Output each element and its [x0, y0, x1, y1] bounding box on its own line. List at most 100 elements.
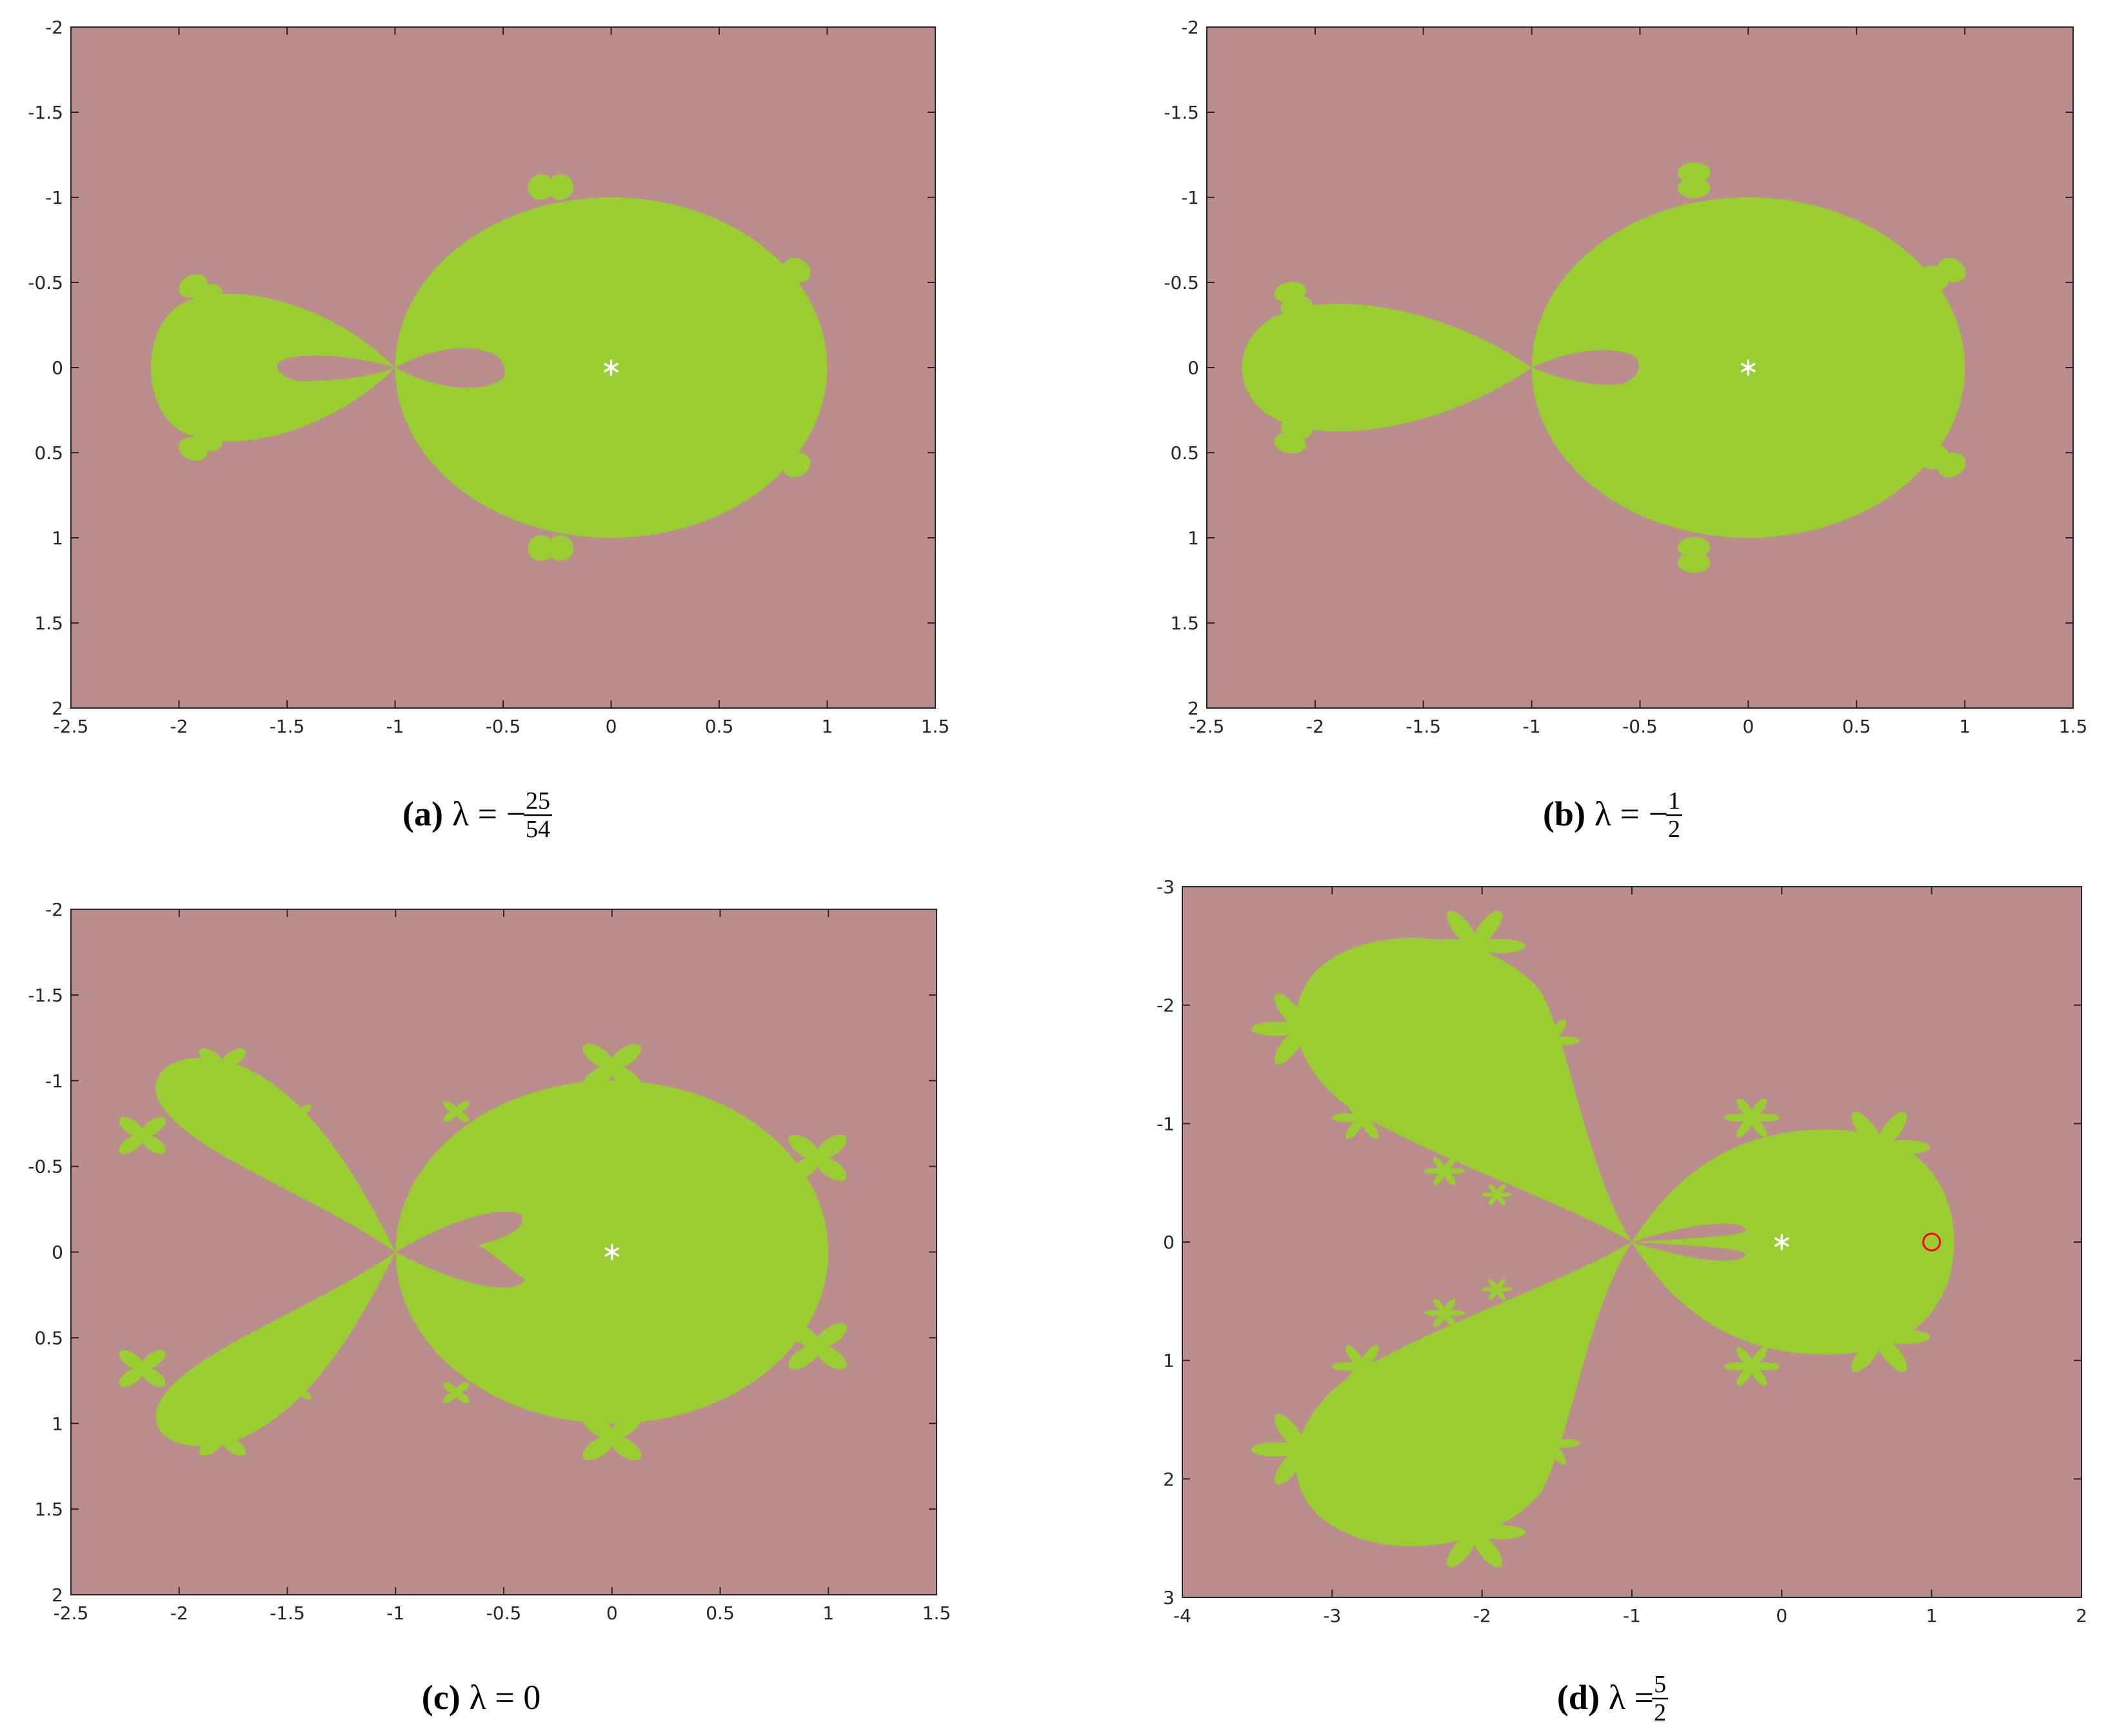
caption: (b) λ = −12 — [1543, 787, 1683, 843]
x-tick-label: -3 — [1323, 1605, 1341, 1626]
y-tick-label: -2 — [1181, 17, 1199, 38]
caption-denominator: 2 — [1668, 816, 1680, 843]
x-tick-label: 1.5 — [921, 716, 950, 737]
y-tick-label: 1 — [1163, 1350, 1175, 1372]
caption-text: (a) λ = − — [402, 794, 526, 833]
caption-numerator: 25 — [526, 787, 550, 814]
y-tick-label: -0.5 — [1164, 272, 1199, 293]
caption-formula: λ = — [1609, 1678, 1654, 1717]
panel: -2.5 -2 -1.5 -1 -0.5 0 0.5 1 1.5 -2 -1.5 -1 -0.5 0 0.5… — [1164, 17, 2087, 737]
panel: -2.5 -2 -1.5 -1 -0.5 0 0.5 1 1.5 -2 -1.5 -1 -0.5 0 0.5… — [28, 17, 949, 737]
caption-label: (b) — [1543, 794, 1585, 833]
y-tick-label: 2 — [52, 698, 63, 719]
basin-gap — [1632, 1242, 1746, 1261]
caption-formula: λ = − — [452, 794, 526, 833]
x-tick-label: -0.5 — [486, 716, 521, 737]
y-tick-label: 1.5 — [34, 1499, 63, 1520]
x-tick-label: -0.5 — [486, 1603, 522, 1624]
basin-gap — [395, 1212, 526, 1288]
basin-gap — [395, 348, 506, 388]
x-tick-label: 2 — [2076, 1605, 2087, 1626]
x-tick-label: 0 — [606, 1603, 618, 1624]
x-tick-label: -1 — [386, 716, 404, 737]
x-tick-label: 0.5 — [706, 1603, 735, 1624]
y-tick-label: 2 — [1187, 698, 1199, 719]
basin-region — [155, 1058, 396, 1252]
basin-region — [1296, 938, 1632, 1242]
x-tick-label: 1 — [1959, 716, 1971, 737]
y-tick-label: 1 — [1187, 528, 1199, 549]
y-tick-label: 2 — [1163, 1468, 1175, 1490]
panel: -4 -3 -2 -1 0 1 2 -3 -2 -1 0 1 2 3 — [1157, 876, 2087, 1626]
x-tick-label: -2 — [170, 1603, 188, 1624]
caption-formula: λ = 0 — [470, 1678, 541, 1717]
x-tick-label: -0.5 — [1622, 716, 1658, 737]
basin-region — [1632, 1129, 1954, 1355]
basin-region — [155, 1252, 396, 1446]
marker-asterisk — [1774, 1234, 1789, 1250]
caption-numerator: 5 — [1654, 1671, 1666, 1698]
x-tick-label: 0 — [1776, 1605, 1787, 1626]
x-tick-label: 1.5 — [922, 1603, 951, 1624]
basin-region — [1242, 304, 1532, 431]
x-tick-label: -2 — [1306, 716, 1324, 737]
y-tick-label: 0 — [52, 357, 63, 379]
y-tick-label: -0.5 — [28, 1156, 63, 1178]
y-tick-label: 3 — [1163, 1587, 1175, 1608]
y-tick-label: 0.5 — [34, 442, 63, 464]
basin — [1251, 907, 1954, 1571]
caption-denominator: 2 — [1654, 1699, 1666, 1726]
panel: -2.5 -2 -1.5 -1 -0.5 0 0.5 1 1.5 -2 -1.5 -1 -0.5 0 0.5… — [28, 899, 951, 1624]
caption: (d) λ = 52 — [1557, 1671, 1669, 1726]
basin-gap — [1632, 1223, 1746, 1242]
y-tick-label: -1 — [1157, 1113, 1175, 1134]
x-tick-label: -2.5 — [54, 1603, 89, 1624]
caption-label: (d) — [1557, 1678, 1600, 1717]
y-tick-label: 1.5 — [34, 613, 63, 634]
x-tick-label: -4 — [1173, 1605, 1191, 1626]
y-tick-label: -1.5 — [28, 985, 63, 1006]
y-tick-label: 0 — [52, 1242, 63, 1263]
y-tick-label: 1 — [52, 1413, 63, 1434]
caption-text: (d) λ = — [1557, 1678, 1654, 1717]
caption: (c) λ = 0 — [422, 1678, 541, 1717]
y-tick-label: -3 — [1157, 876, 1175, 898]
x-tick-label: -1.5 — [1406, 716, 1441, 737]
caption-label: (c) — [422, 1678, 461, 1717]
x-tick-label: -1 — [1623, 1605, 1641, 1626]
marker-asterisk — [604, 359, 619, 376]
x-tick-label: -1.5 — [270, 716, 305, 737]
y-tick-label: 0 — [1187, 357, 1199, 379]
basin-region — [1296, 1242, 1632, 1546]
x-tick-label: -2 — [170, 716, 188, 737]
y-tick-label: 0 — [1163, 1232, 1175, 1253]
x-tick-label: 0 — [1742, 716, 1754, 737]
x-tick-label: 1 — [822, 1603, 834, 1624]
y-tick-label: -1 — [45, 187, 63, 208]
y-tick-label: -2 — [45, 17, 63, 38]
caption-text: (b) λ = − — [1543, 794, 1668, 833]
y-tick-label: 1.5 — [1170, 613, 1199, 634]
marker-asterisk — [604, 1243, 620, 1261]
y-tick-label: -2 — [45, 899, 63, 920]
x-tick-label: 0 — [606, 716, 617, 737]
clip-group — [1251, 907, 1954, 1571]
caption-label: (a) — [402, 794, 443, 833]
basin-gap — [277, 355, 395, 382]
basin-gap — [1531, 350, 1640, 385]
caption-denominator: 54 — [526, 816, 550, 843]
basin-region — [150, 293, 395, 442]
marker-asterisk — [1741, 359, 1756, 376]
x-tick-label: 1.5 — [2059, 716, 2088, 737]
x-tick-label: -1.5 — [270, 1603, 305, 1624]
x-tick-label: -1 — [1523, 716, 1541, 737]
x-tick-label: -1 — [386, 1603, 404, 1624]
caption-numerator: 1 — [1668, 787, 1680, 814]
caption-formula: λ = − — [1594, 794, 1668, 833]
x-tick-label: 1 — [1926, 1605, 1938, 1626]
y-tick-label: -1.5 — [1164, 102, 1199, 123]
x-tick-label: 0.5 — [705, 716, 734, 737]
